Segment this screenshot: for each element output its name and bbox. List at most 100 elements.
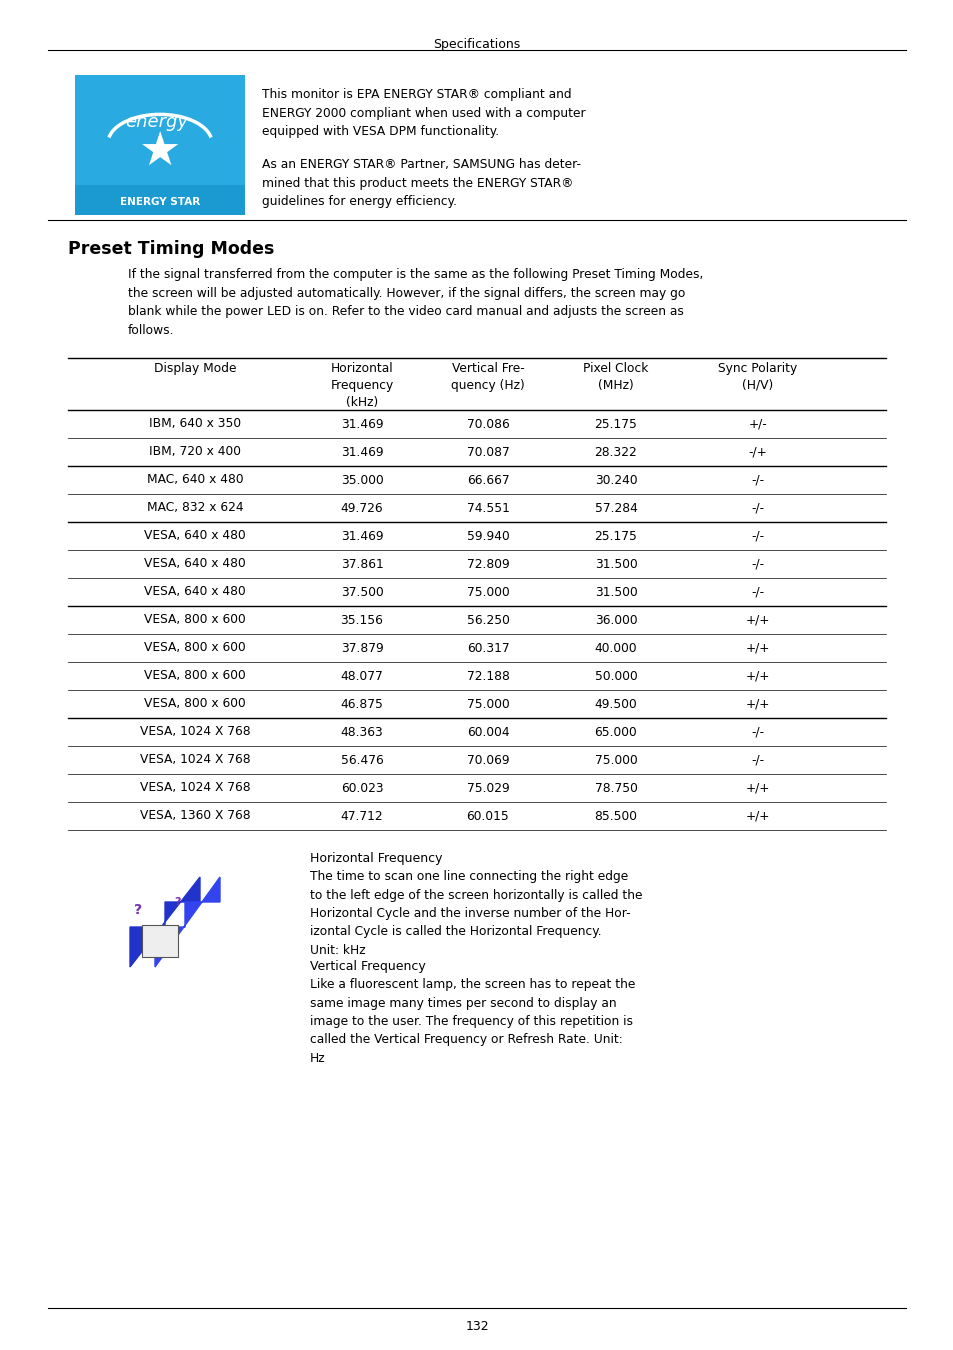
Text: 75.000: 75.000 — [466, 698, 509, 710]
Text: 31.500: 31.500 — [594, 558, 637, 571]
Text: +/+: +/+ — [745, 641, 769, 655]
Text: 57.284: 57.284 — [594, 501, 637, 514]
Text: 65.000: 65.000 — [594, 725, 637, 738]
Text: 28.322: 28.322 — [594, 446, 637, 459]
Text: 60.317: 60.317 — [466, 641, 509, 655]
Text: Pixel Clock
(MHz): Pixel Clock (MHz) — [582, 362, 648, 391]
Text: VESA, 1024 X 768: VESA, 1024 X 768 — [139, 725, 250, 738]
Text: 78.750: 78.750 — [594, 782, 637, 795]
Text: -/-: -/- — [751, 753, 763, 767]
Text: Like a fluorescent lamp, the screen has to repeat the
same image many times per : Like a fluorescent lamp, the screen has … — [310, 977, 635, 1065]
Text: 31.469: 31.469 — [340, 417, 383, 431]
Text: +/+: +/+ — [745, 782, 769, 795]
Text: 30.240: 30.240 — [594, 474, 637, 486]
Text: 25.175: 25.175 — [594, 417, 637, 431]
Text: VESA, 640 x 480: VESA, 640 x 480 — [144, 529, 246, 543]
Text: VESA, 1024 X 768: VESA, 1024 X 768 — [139, 753, 250, 767]
Text: 36.000: 36.000 — [594, 613, 637, 626]
Text: 72.809: 72.809 — [466, 558, 509, 571]
Text: 25.175: 25.175 — [594, 529, 637, 543]
Text: IBM, 640 x 350: IBM, 640 x 350 — [149, 417, 241, 431]
Text: 75.000: 75.000 — [466, 586, 509, 598]
Text: 75.000: 75.000 — [594, 753, 637, 767]
Bar — [142, 925, 178, 957]
Text: If the signal transferred from the computer is the same as the following Preset : If the signal transferred from the compu… — [128, 269, 702, 336]
Text: 47.712: 47.712 — [340, 810, 383, 822]
Text: MAC, 832 x 624: MAC, 832 x 624 — [147, 501, 243, 514]
Text: VESA, 800 x 600: VESA, 800 x 600 — [144, 613, 246, 626]
Text: -/-: -/- — [751, 501, 763, 514]
Text: Specifications: Specifications — [433, 38, 520, 51]
Text: 31.469: 31.469 — [340, 446, 383, 459]
Text: Display Mode: Display Mode — [153, 362, 236, 375]
Text: IBM, 720 x 400: IBM, 720 x 400 — [149, 446, 241, 459]
Text: ENERGY STAR: ENERGY STAR — [120, 197, 200, 207]
Text: VESA, 800 x 600: VESA, 800 x 600 — [144, 641, 246, 655]
Text: Vertical Frequency: Vertical Frequency — [310, 960, 425, 973]
Text: 60.004: 60.004 — [466, 725, 509, 738]
Text: +/+: +/+ — [745, 698, 769, 710]
Text: 50.000: 50.000 — [594, 670, 637, 683]
Text: This monitor is EPA ENERGY STAR® compliant and
ENERGY 2000 compliant when used w: This monitor is EPA ENERGY STAR® complia… — [262, 88, 585, 138]
Polygon shape — [154, 878, 220, 967]
Text: +/-: +/- — [748, 417, 766, 431]
Text: 66.667: 66.667 — [466, 474, 509, 486]
Text: +/+: +/+ — [745, 670, 769, 683]
Text: 56.250: 56.250 — [466, 613, 509, 626]
Text: 48.077: 48.077 — [340, 670, 383, 683]
Text: -/-: -/- — [751, 558, 763, 571]
Text: Vertical Fre-
quency (Hz): Vertical Fre- quency (Hz) — [451, 362, 524, 391]
Text: Preset Timing Modes: Preset Timing Modes — [68, 240, 274, 258]
Text: 46.875: 46.875 — [340, 698, 383, 710]
Text: As an ENERGY STAR® Partner, SAMSUNG has deter-
mined that this product meets the: As an ENERGY STAR® Partner, SAMSUNG has … — [262, 158, 580, 208]
Text: VESA, 800 x 600: VESA, 800 x 600 — [144, 698, 246, 710]
Text: -/+: -/+ — [748, 446, 766, 459]
Text: 37.500: 37.500 — [340, 586, 383, 598]
Text: 59.940: 59.940 — [466, 529, 509, 543]
Text: VESA, 1360 X 768: VESA, 1360 X 768 — [139, 810, 250, 822]
Text: Horizontal
Frequency
(kHz): Horizontal Frequency (kHz) — [330, 362, 394, 409]
Text: VESA, 800 x 600: VESA, 800 x 600 — [144, 670, 246, 683]
Text: 70.086: 70.086 — [466, 417, 509, 431]
Text: Sync Polarity
(H/V): Sync Polarity (H/V) — [718, 362, 797, 391]
Text: +/+: +/+ — [745, 613, 769, 626]
Text: 132: 132 — [465, 1320, 488, 1332]
Text: VESA, 640 x 480: VESA, 640 x 480 — [144, 586, 246, 598]
Text: ?: ? — [174, 896, 181, 907]
Text: +/+: +/+ — [745, 810, 769, 822]
Text: 49.726: 49.726 — [340, 501, 383, 514]
Text: -/-: -/- — [751, 586, 763, 598]
Text: 60.023: 60.023 — [340, 782, 383, 795]
Text: MAC, 640 x 480: MAC, 640 x 480 — [147, 474, 243, 486]
Text: 48.363: 48.363 — [340, 725, 383, 738]
Text: 49.500: 49.500 — [594, 698, 637, 710]
Text: 31.500: 31.500 — [594, 586, 637, 598]
Text: 60.015: 60.015 — [466, 810, 509, 822]
Text: 72.188: 72.188 — [466, 670, 509, 683]
Text: energy: energy — [125, 113, 188, 131]
Text: 37.879: 37.879 — [340, 641, 383, 655]
Text: 75.029: 75.029 — [466, 782, 509, 795]
Text: 37.861: 37.861 — [340, 558, 383, 571]
Text: ?: ? — [133, 903, 142, 917]
Text: 31.469: 31.469 — [340, 529, 383, 543]
Text: Horizontal Frequency: Horizontal Frequency — [310, 852, 442, 865]
Text: 56.476: 56.476 — [340, 753, 383, 767]
Text: ★: ★ — [139, 131, 181, 176]
Text: -/-: -/- — [751, 529, 763, 543]
Text: 35.156: 35.156 — [340, 613, 383, 626]
Text: The time to scan one line connecting the right edge
to the left edge of the scre: The time to scan one line connecting the… — [310, 869, 641, 957]
Text: -/-: -/- — [751, 725, 763, 738]
Text: VESA, 1024 X 768: VESA, 1024 X 768 — [139, 782, 250, 795]
Bar — [75, 76, 245, 215]
Text: -/-: -/- — [751, 474, 763, 486]
Text: 35.000: 35.000 — [340, 474, 383, 486]
Polygon shape — [130, 878, 200, 967]
Text: 70.069: 70.069 — [466, 753, 509, 767]
Text: 85.500: 85.500 — [594, 810, 637, 822]
Text: VESA, 640 x 480: VESA, 640 x 480 — [144, 558, 246, 571]
Text: 74.551: 74.551 — [466, 501, 509, 514]
Bar — [75, 185, 245, 215]
Text: 70.087: 70.087 — [466, 446, 509, 459]
Text: 40.000: 40.000 — [594, 641, 637, 655]
